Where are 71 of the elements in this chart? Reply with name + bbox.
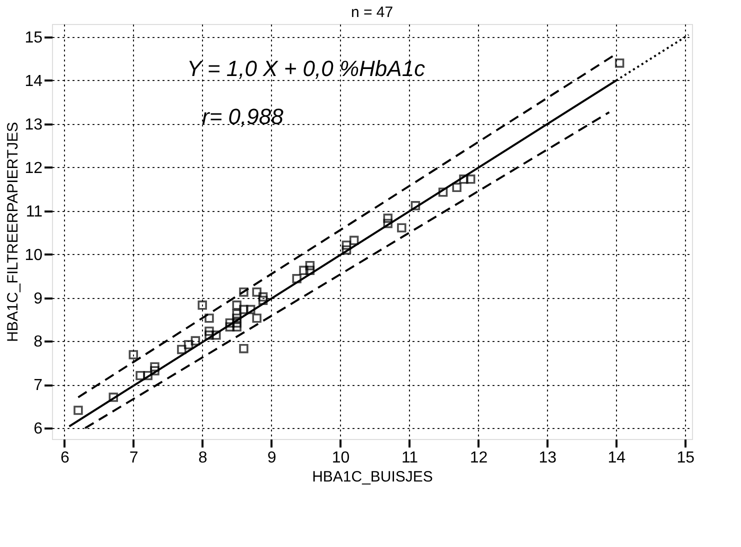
annotation: Y = 1,0 X + 0,0 %HbA1c xyxy=(187,56,426,81)
x-tick-label: 6 xyxy=(60,450,70,466)
point xyxy=(204,326,214,336)
point xyxy=(143,370,152,380)
point xyxy=(252,314,262,323)
y-tick-label: 10 xyxy=(24,246,43,264)
point xyxy=(342,245,352,255)
x-tick-label: 9 xyxy=(267,450,276,466)
point xyxy=(232,314,242,323)
point xyxy=(258,296,268,305)
y-tick-label: 15 xyxy=(24,30,43,47)
y-tick-label: 14 xyxy=(24,72,43,90)
point xyxy=(305,261,315,270)
point xyxy=(190,336,200,346)
annotation: r= 0,988 xyxy=(202,104,284,129)
point xyxy=(239,344,248,354)
point xyxy=(128,350,138,360)
point xyxy=(466,174,476,184)
y-tick-label: 9 xyxy=(34,290,43,308)
x-tick-label: 14 xyxy=(608,450,626,466)
x-axis-title: HBA1C_BUISJES xyxy=(312,468,433,486)
x-tick-label: 8 xyxy=(198,450,208,466)
y-tick-label: 7 xyxy=(34,377,43,394)
point xyxy=(459,174,468,184)
point xyxy=(452,182,462,192)
x-tick-label: 12 xyxy=(470,450,488,466)
point xyxy=(383,218,392,228)
point xyxy=(258,292,268,302)
point xyxy=(225,322,235,332)
y-tick-label: 8 xyxy=(34,334,43,351)
x-tick-label: 7 xyxy=(129,450,138,466)
point xyxy=(136,370,145,380)
point xyxy=(198,300,207,310)
point xyxy=(292,274,302,284)
point xyxy=(239,304,248,314)
y-tick-label: 6 xyxy=(34,420,43,438)
y-tick-label: 12 xyxy=(24,160,43,177)
point xyxy=(108,392,118,402)
x-tick-label: 15 xyxy=(676,450,695,466)
point xyxy=(614,58,624,68)
x-tick-label: 10 xyxy=(332,450,350,466)
chart-title: n = 47 xyxy=(350,4,394,21)
point xyxy=(177,344,186,354)
point xyxy=(305,266,315,275)
point xyxy=(204,314,214,323)
point xyxy=(299,266,308,275)
y-axis-title: HBA1C_FILTREERPAPIERTJES xyxy=(4,122,22,342)
point xyxy=(232,300,242,310)
point xyxy=(232,318,242,328)
point xyxy=(74,406,83,415)
point xyxy=(225,318,235,328)
point xyxy=(383,214,392,223)
point xyxy=(349,236,359,246)
x-tick-label: 11 xyxy=(401,450,418,466)
y-tick-label: 11 xyxy=(26,203,43,220)
x-tick-label: 13 xyxy=(538,450,557,466)
point xyxy=(342,240,352,250)
point xyxy=(184,340,194,350)
point xyxy=(239,288,248,297)
point xyxy=(246,304,256,314)
point xyxy=(212,330,221,340)
point xyxy=(438,188,448,197)
y-tick-label: 13 xyxy=(24,116,43,134)
point xyxy=(252,288,262,297)
point xyxy=(150,366,160,376)
point xyxy=(150,362,160,372)
point xyxy=(204,330,214,340)
point xyxy=(232,322,242,332)
point xyxy=(232,309,242,318)
point xyxy=(410,201,420,210)
point xyxy=(397,223,406,232)
